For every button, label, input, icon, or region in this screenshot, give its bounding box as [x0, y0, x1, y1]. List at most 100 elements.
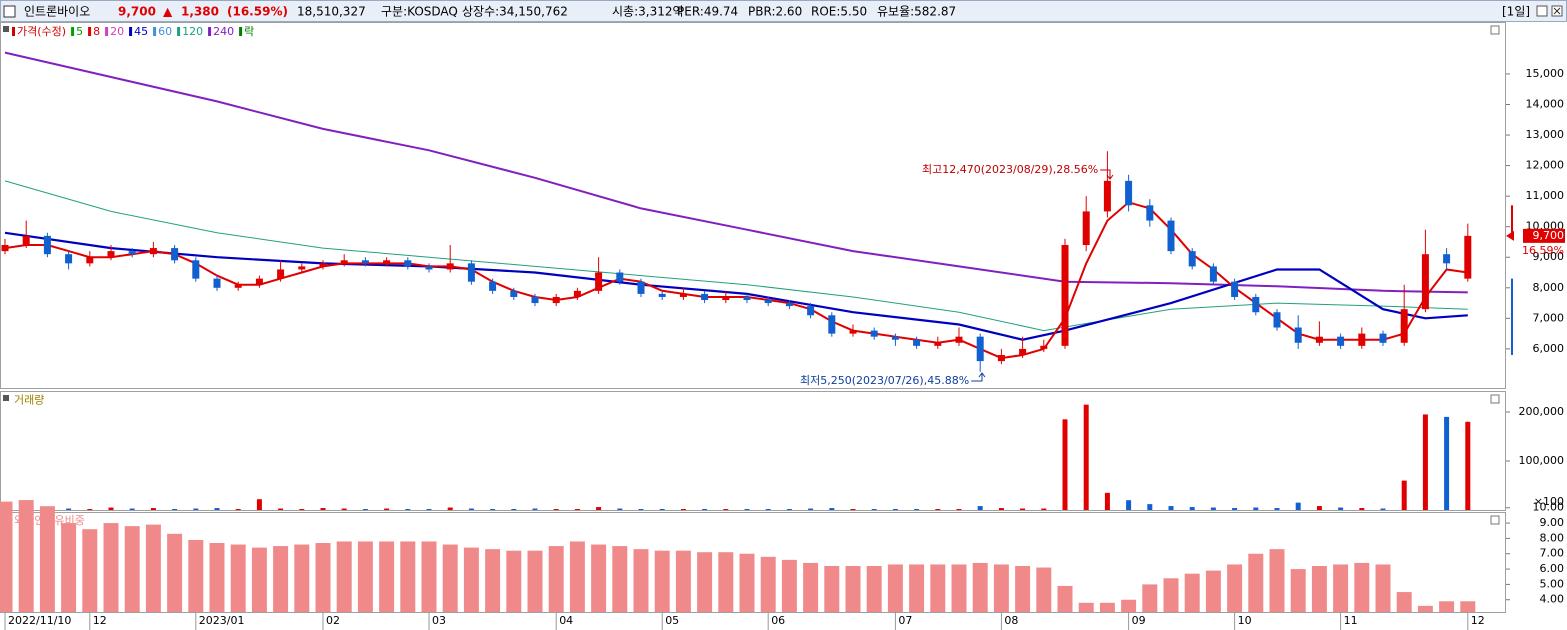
candle-body — [213, 278, 221, 288]
foreign-ratio-bar — [718, 552, 734, 612]
foreign-ratio-bar — [230, 544, 246, 612]
volume-bar — [1168, 506, 1174, 510]
candle-body — [1146, 205, 1154, 221]
volume-bar — [1422, 414, 1428, 510]
foreign-ratio-bar — [167, 533, 183, 612]
candle-body — [128, 251, 136, 255]
foreign-ratio-bar — [209, 543, 225, 612]
volume-bar — [384, 508, 390, 510]
foreign-ratio-bar — [421, 541, 437, 612]
pbr: PBR:2.60 — [748, 5, 802, 19]
volume-bar — [956, 509, 962, 511]
market-cap: 시총:3,312억 — [612, 5, 684, 19]
candle-body — [149, 248, 157, 255]
volume-bar — [66, 508, 72, 510]
volume-bar — [1104, 492, 1110, 510]
legend-label: 락 — [244, 25, 254, 38]
checkbox[interactable] — [3, 5, 16, 18]
legend-label: 20 — [110, 25, 124, 38]
last-price-box — [1523, 228, 1565, 243]
foreign-ratio-bar — [803, 562, 819, 612]
candle-body — [1082, 211, 1090, 246]
low-annotation: 최저5,250(2023/07/26),45.88% — [800, 374, 969, 387]
foreign-ratio-bar — [294, 544, 310, 612]
volume-bar — [511, 509, 517, 511]
foreign-ratio-bar — [972, 562, 988, 612]
volume-bar — [405, 509, 411, 511]
panel-button[interactable] — [1490, 515, 1500, 525]
candle-body — [1273, 312, 1281, 328]
candle-body — [679, 293, 687, 297]
change: 1,380 — [181, 5, 219, 19]
volume-bar — [1062, 419, 1068, 510]
minimize-button[interactable] — [1536, 5, 1548, 17]
foreign-ratio-bar — [1269, 549, 1285, 612]
foreign-ratio-bar — [887, 564, 903, 612]
volume-bar — [1253, 507, 1259, 510]
foreign-ratio-bar — [400, 541, 416, 612]
change-pct: (16.59%) — [227, 5, 288, 19]
foreign-ratio-bar — [1205, 570, 1221, 612]
foreign-ratio-bar — [1142, 584, 1158, 612]
volume-bar — [214, 508, 220, 510]
foreign-ratio-bar — [1333, 564, 1349, 612]
foreign-ratio-bar — [739, 553, 755, 612]
candle-body — [616, 272, 624, 282]
x-tick-label: 12 — [1471, 614, 1485, 627]
candle-body — [595, 272, 603, 291]
legend-swatch — [88, 27, 92, 36]
volume-bar — [426, 509, 432, 511]
volume-bar — [977, 506, 983, 510]
close-icon — [1553, 7, 1561, 15]
volume-bar — [850, 509, 856, 511]
panel-button[interactable] — [1490, 394, 1500, 404]
foreign-ratio-bar — [188, 539, 204, 612]
volume-bar — [680, 509, 686, 511]
volume-bar — [765, 509, 771, 511]
legend-swatch — [71, 27, 75, 36]
candle-body — [1421, 254, 1429, 310]
candle-body — [277, 269, 285, 279]
candle-body — [489, 281, 497, 291]
x-tick-label: 05 — [665, 614, 679, 627]
period[interactable]: [1일] — [1502, 5, 1530, 19]
foreign-ratio-bar — [485, 549, 501, 612]
volume-bar — [256, 499, 262, 510]
volume-bar — [1041, 508, 1047, 510]
candle-body — [743, 296, 751, 301]
volume-bar — [193, 508, 199, 510]
volume-bar — [914, 509, 920, 511]
moving-average-line — [4, 231, 1468, 341]
unit-label: ×100 — [1534, 495, 1564, 508]
foreign-ratio-bar — [357, 541, 373, 612]
volume-bar — [1295, 502, 1301, 510]
volume-bar — [341, 508, 347, 510]
candle-body — [319, 263, 327, 267]
foreign-ratio-bar — [1057, 585, 1073, 612]
volume-bar — [1380, 508, 1386, 510]
volume-bar — [447, 507, 453, 510]
y-tick-label: 6,000 — [1533, 342, 1565, 355]
volume-bar — [235, 509, 241, 511]
foreign-ratio-bar — [1015, 566, 1031, 612]
y-tick-label: 200,000 — [1519, 405, 1565, 418]
candle-body — [1125, 180, 1133, 206]
foreign-ratio-bar — [909, 564, 925, 612]
candle-body — [1315, 336, 1323, 343]
reserve: 유보율:582.87 — [877, 5, 956, 19]
candle-body — [171, 248, 179, 261]
foreign-ratio-bar — [612, 546, 628, 612]
candle-body — [1443, 254, 1451, 264]
volume-bar — [1338, 507, 1344, 510]
candle-body — [955, 336, 963, 343]
shares: 상장수:34,150,762 — [462, 5, 568, 19]
volume-bar — [1020, 508, 1026, 510]
candle-body — [1231, 281, 1239, 297]
candle-body — [997, 355, 1005, 362]
volume-bar — [1147, 504, 1153, 510]
candle-body — [446, 263, 454, 270]
candle-body — [192, 260, 200, 279]
legend-label: 5 — [76, 25, 83, 38]
panel-button[interactable] — [1490, 25, 1500, 35]
